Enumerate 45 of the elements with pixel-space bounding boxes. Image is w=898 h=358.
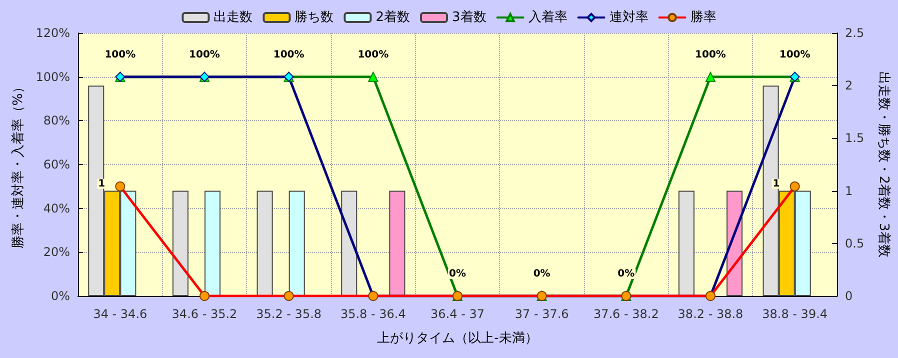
legend-label: 連対率	[609, 9, 648, 25]
point	[706, 72, 716, 82]
legend-label: 入着率	[528, 9, 568, 25]
data-label: 0%	[618, 268, 635, 280]
y-tick-label: 20%	[43, 245, 70, 260]
data-label: 0%	[449, 268, 466, 280]
data-label: 100%	[695, 49, 726, 60]
data-label: 100%	[104, 49, 136, 60]
y2-tick-label: 2.5	[845, 26, 864, 40]
y-tick-label: 0%	[50, 289, 70, 303]
data-label: 100%	[273, 49, 304, 60]
y2-tick-label: 1	[845, 184, 853, 198]
y-tick-label: 80%	[43, 114, 70, 128]
data-label: 1	[772, 178, 780, 190]
x-tick-label: 35.2 - 35.8	[256, 307, 322, 321]
x-tick-label: 38.2 - 38.8	[678, 307, 744, 321]
x-tick-label: 35.8 - 36.4	[340, 307, 406, 321]
data-label: 0%	[533, 268, 550, 280]
data-label: 1	[98, 178, 106, 190]
x-tick-label: 38.8 - 39.4	[762, 307, 828, 321]
y-axis-title: 勝率・連対率・入着率（%）	[10, 80, 26, 249]
legend-label: 勝率	[690, 9, 716, 25]
legend-label: 勝ち数	[294, 10, 334, 25]
data-label: 100%	[358, 49, 389, 60]
y-tick-label: 100%	[36, 70, 70, 84]
y2-tick-label: 0	[845, 289, 853, 303]
x-tick-label: 34.6 - 35.2	[172, 307, 238, 321]
point	[368, 72, 378, 82]
data-label: 100%	[779, 49, 810, 60]
x-axis-title: 上がりタイム（以上-未満）	[377, 331, 538, 346]
x-tick-label: 36.4 - 37	[430, 307, 484, 321]
y2-tick-label: 1.5	[845, 131, 864, 146]
y2-tick-label: 2	[845, 78, 853, 93]
y-tick-label: 60%	[43, 158, 70, 172]
x-tick-label: 37 - 37.6	[514, 307, 569, 321]
data-label: 100%	[189, 49, 220, 60]
x-tick-label: 34 - 34.6	[93, 307, 148, 321]
y-tick-label: 40%	[43, 201, 70, 216]
y2-tick-label: 0.5	[845, 236, 864, 250]
legend-label: 出走数	[214, 10, 253, 25]
legend-label: 2着数	[376, 9, 410, 25]
legend-label: 3着数	[452, 9, 486, 25]
x-tick-label: 37.6 - 38.2	[593, 307, 659, 321]
y2-axis-title: 出走数・勝ち数・2着数・3着数	[876, 72, 892, 258]
y-tick-label: 120%	[36, 26, 70, 40]
